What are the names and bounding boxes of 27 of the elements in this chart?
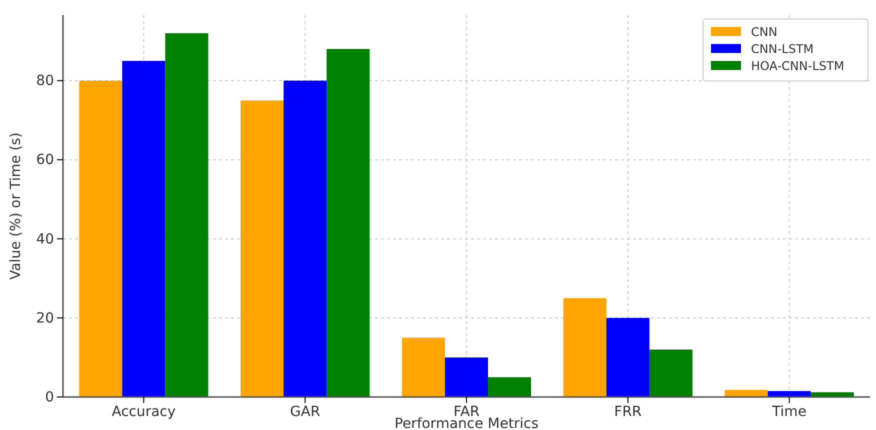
bar xyxy=(122,60,166,397)
bar xyxy=(284,80,327,397)
y-tick-label: 40 xyxy=(36,231,54,248)
bar xyxy=(563,298,606,397)
bar xyxy=(649,350,692,397)
legend-label: CNN-LSTM xyxy=(751,42,814,56)
bar xyxy=(326,49,370,397)
y-tick-label: 60 xyxy=(36,152,54,168)
bar xyxy=(402,338,445,397)
x-tick-label: GAR xyxy=(290,404,320,420)
bar xyxy=(768,391,811,397)
x-tick-label: FRR xyxy=(614,404,642,420)
x-tick-label: Accuracy xyxy=(112,404,176,420)
x-tick-label: Time xyxy=(771,404,806,420)
y-tick-label: 0 xyxy=(45,389,54,406)
y-tick-label: 20 xyxy=(36,310,54,326)
legend-label: HOA-CNN-LSTM xyxy=(751,59,844,73)
y-axis-title: Value (%) or Time (s) xyxy=(8,132,24,280)
bar xyxy=(488,377,532,397)
bar xyxy=(165,33,208,397)
bar xyxy=(444,357,488,397)
bar xyxy=(724,390,768,397)
bar xyxy=(606,318,650,397)
legend-label: CNN xyxy=(751,25,778,39)
bar xyxy=(240,100,284,397)
y-tick-label: 80 xyxy=(36,73,54,90)
bar xyxy=(79,80,122,397)
